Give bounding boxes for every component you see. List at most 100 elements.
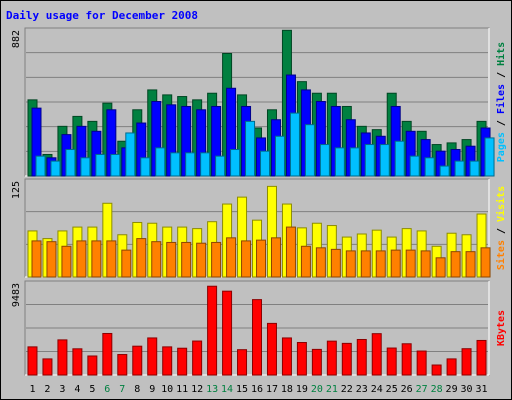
x-tick-label: 17 bbox=[266, 384, 278, 395]
bar-sites-day-13 bbox=[211, 241, 222, 278]
bar-sites-day-3 bbox=[61, 245, 72, 278]
bar-sites-day-12 bbox=[196, 242, 207, 278]
bar-sites-day-18 bbox=[285, 226, 296, 278]
bar-kbytes-day-30 bbox=[461, 348, 472, 376]
bar-kbytes-day-11 bbox=[177, 347, 188, 376]
legend-entry: Pages bbox=[496, 132, 507, 162]
x-tick-label: 28 bbox=[431, 384, 443, 395]
bar-kbytes-day-19 bbox=[296, 341, 307, 376]
bar-sites-day-5 bbox=[91, 240, 102, 278]
x-tick-label: 13 bbox=[206, 384, 218, 395]
bar-kbytes-day-12 bbox=[192, 340, 203, 376]
bar-pages-day-12 bbox=[200, 152, 211, 177]
bar-kbytes-day-25 bbox=[386, 347, 397, 376]
bar-pages-day-31 bbox=[484, 137, 495, 177]
bar-kbytes-day-15 bbox=[237, 349, 248, 376]
bar-kbytes-day-3 bbox=[57, 339, 68, 376]
x-tick-label: 8 bbox=[134, 384, 140, 395]
chart-title: Daily usage for December 2008 bbox=[6, 9, 198, 22]
bar-pages-day-24 bbox=[379, 144, 390, 177]
panel-visits-sites: 125 Sites / Visits bbox=[11, 178, 507, 278]
panel-hits-files-pages: 882 Pages / Files / Hits bbox=[11, 27, 507, 177]
bar-pages-day-2 bbox=[50, 160, 61, 177]
x-tick-label: 4 bbox=[74, 384, 80, 395]
bar-kbytes-day-8 bbox=[132, 345, 143, 376]
bar-sites-day-31 bbox=[480, 247, 491, 278]
bar-kbytes-day-10 bbox=[162, 346, 173, 376]
x-tick-label: 14 bbox=[221, 384, 233, 395]
legend-entry: Files bbox=[495, 84, 507, 114]
bar-pages-day-10 bbox=[170, 152, 181, 177]
legend-label: Sites / Visits bbox=[495, 186, 507, 270]
bar-pages-day-16 bbox=[260, 150, 271, 177]
bar-pages-day-30 bbox=[469, 160, 480, 177]
x-tick-label: 25 bbox=[386, 384, 398, 395]
bar-sites-day-6 bbox=[106, 240, 117, 278]
bar-kbytes-day-27 bbox=[416, 350, 427, 376]
x-tick-label: 18 bbox=[281, 384, 293, 395]
x-axis: 1 2 3 4 5 6 7 8 9 10 11 12 13 14 15 16 17 18 19 20 21 22 23 24 2… bbox=[29, 384, 487, 395]
x-tick-label: 31 bbox=[475, 384, 487, 395]
bar-pages-day-9 bbox=[155, 147, 166, 177]
bar-kbytes-day-23 bbox=[356, 338, 367, 376]
bar-sites-day-30 bbox=[465, 251, 476, 278]
bar-sites-day-9 bbox=[151, 241, 162, 278]
x-tick-label: 7 bbox=[119, 384, 125, 395]
y-max-label: 125 bbox=[11, 181, 22, 199]
bar-sites-day-16 bbox=[256, 239, 267, 278]
bar-pages-day-26 bbox=[409, 155, 420, 177]
bar-sites-day-4 bbox=[76, 240, 87, 278]
x-tick-label: 22 bbox=[341, 384, 353, 395]
legend-entry: / bbox=[496, 222, 507, 240]
bar-pages-day-18 bbox=[289, 112, 300, 177]
x-tick-label: 11 bbox=[176, 384, 188, 395]
bar-sites-day-28 bbox=[435, 257, 446, 278]
bar-pages-day-19 bbox=[304, 124, 315, 177]
bar-kbytes-day-7 bbox=[117, 354, 128, 376]
legend-entry: Sites bbox=[495, 240, 507, 270]
bar-kbytes-day-24 bbox=[371, 333, 382, 376]
bar-kbytes-day-21 bbox=[326, 340, 337, 376]
bar-pages-day-14 bbox=[230, 149, 241, 177]
x-tick-label: 24 bbox=[371, 384, 383, 395]
bar-kbytes-day-9 bbox=[147, 337, 158, 376]
bar-kbytes-day-6 bbox=[102, 332, 113, 376]
bar-sites-day-17 bbox=[270, 237, 281, 278]
bar-kbytes-day-20 bbox=[311, 348, 322, 376]
chart-panels: 882 Pages / Files / Hits 125 Sites / Visits… bbox=[11, 27, 507, 376]
bar-kbytes-day-13 bbox=[207, 285, 218, 376]
legend-entry: Visits bbox=[495, 186, 507, 222]
x-tick-label: 15 bbox=[236, 384, 248, 395]
bar-sites-day-11 bbox=[181, 241, 192, 278]
bar-pages-day-22 bbox=[349, 147, 360, 177]
bar-pages-day-1 bbox=[35, 155, 46, 177]
panel-kbytes: 9483 KBytes bbox=[11, 280, 507, 376]
bar-sites-day-23 bbox=[360, 250, 371, 278]
bar-pages-day-5 bbox=[95, 153, 106, 177]
y-max-label: 882 bbox=[11, 30, 22, 48]
bar-kbytes-day-5 bbox=[87, 355, 98, 376]
x-tick-label: 21 bbox=[326, 384, 338, 395]
x-tick-label: 29 bbox=[446, 384, 458, 395]
bar-pages-day-17 bbox=[274, 135, 285, 177]
bar-pages-day-6 bbox=[110, 153, 121, 177]
bar-sites-day-22 bbox=[345, 250, 356, 278]
bar-sites-day-15 bbox=[241, 240, 252, 278]
bar-pages-day-20 bbox=[319, 144, 330, 177]
bar-pages-day-23 bbox=[364, 144, 375, 177]
legend-entry: / bbox=[496, 66, 507, 84]
x-tick-label: 12 bbox=[191, 384, 203, 395]
bar-pages-day-25 bbox=[394, 140, 405, 177]
x-tick-label: 16 bbox=[251, 384, 263, 395]
bar-kbytes-day-17 bbox=[266, 322, 277, 376]
bar-kbytes-day-16 bbox=[252, 299, 262, 376]
legend-label: Pages / Files / Hits bbox=[495, 42, 507, 162]
legend-entry: / bbox=[496, 114, 507, 132]
bar-kbytes-day-28 bbox=[431, 364, 442, 376]
bar-sites-day-10 bbox=[166, 241, 177, 278]
bar-kbytes-day-26 bbox=[401, 343, 412, 376]
legend-entry: KBytes bbox=[496, 310, 507, 346]
bar-sites-day-27 bbox=[420, 250, 431, 278]
bar-sites-day-25 bbox=[390, 249, 401, 278]
